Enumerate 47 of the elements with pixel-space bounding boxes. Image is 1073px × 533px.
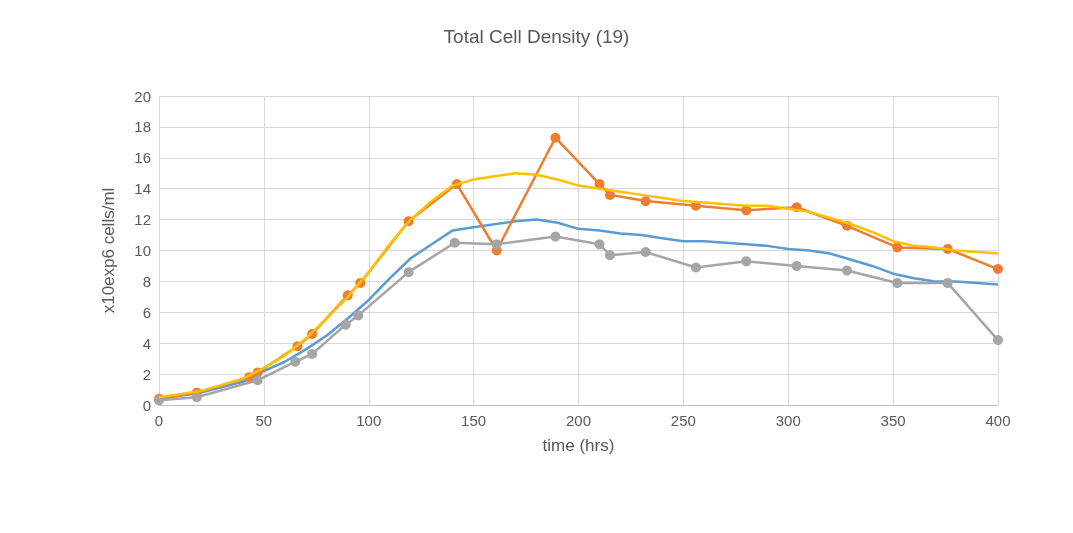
point bbox=[307, 349, 318, 360]
y-tick-label: 14 bbox=[134, 180, 151, 198]
point bbox=[640, 196, 651, 207]
y-tick-label: 16 bbox=[134, 149, 151, 167]
point bbox=[942, 277, 953, 288]
point bbox=[640, 247, 651, 258]
x-tick-label: 0 bbox=[154, 412, 164, 429]
x-tick-label: 200 bbox=[565, 412, 592, 429]
point bbox=[449, 237, 460, 248]
point bbox=[252, 375, 263, 386]
point bbox=[550, 132, 561, 143]
x-tick-label: 300 bbox=[775, 412, 801, 429]
point bbox=[892, 277, 903, 288]
x-tick-label: 250 bbox=[670, 412, 696, 429]
x-tick-label: 400 bbox=[985, 412, 1011, 429]
point bbox=[993, 264, 1003, 275]
point bbox=[741, 256, 752, 267]
y-axis-title: x10exp6 cells/ml bbox=[99, 187, 118, 314]
point bbox=[604, 250, 615, 261]
y-tick-label: 0 bbox=[142, 396, 151, 414]
point bbox=[892, 242, 903, 253]
y-tick-label: 18 bbox=[134, 118, 151, 136]
y-tick-label: 2 bbox=[142, 365, 151, 383]
x-tick-label: 50 bbox=[255, 412, 273, 429]
y-tick-label: 8 bbox=[142, 272, 151, 290]
x-tick-label: 150 bbox=[461, 412, 487, 429]
point bbox=[191, 392, 202, 403]
point bbox=[791, 260, 802, 271]
point bbox=[690, 262, 701, 273]
y-tick-label: 20 bbox=[134, 87, 151, 105]
x-tick-label: 350 bbox=[880, 412, 906, 429]
x-tick-label: 100 bbox=[356, 412, 382, 429]
point bbox=[290, 356, 301, 367]
y-tick-label: 6 bbox=[142, 303, 151, 321]
y-tick-label: 10 bbox=[134, 242, 151, 259]
chart-title: Total Cell Density (19) bbox=[443, 26, 630, 47]
point bbox=[353, 310, 364, 321]
point bbox=[491, 239, 502, 250]
point bbox=[340, 319, 351, 330]
point bbox=[841, 265, 852, 276]
point bbox=[550, 231, 561, 242]
point bbox=[594, 239, 605, 250]
y-tick-label: 12 bbox=[134, 211, 151, 229]
x-axis-title: time (hrs) bbox=[542, 436, 615, 455]
y-tick-label: 4 bbox=[142, 334, 151, 352]
point bbox=[403, 267, 414, 278]
point bbox=[993, 335, 1003, 346]
